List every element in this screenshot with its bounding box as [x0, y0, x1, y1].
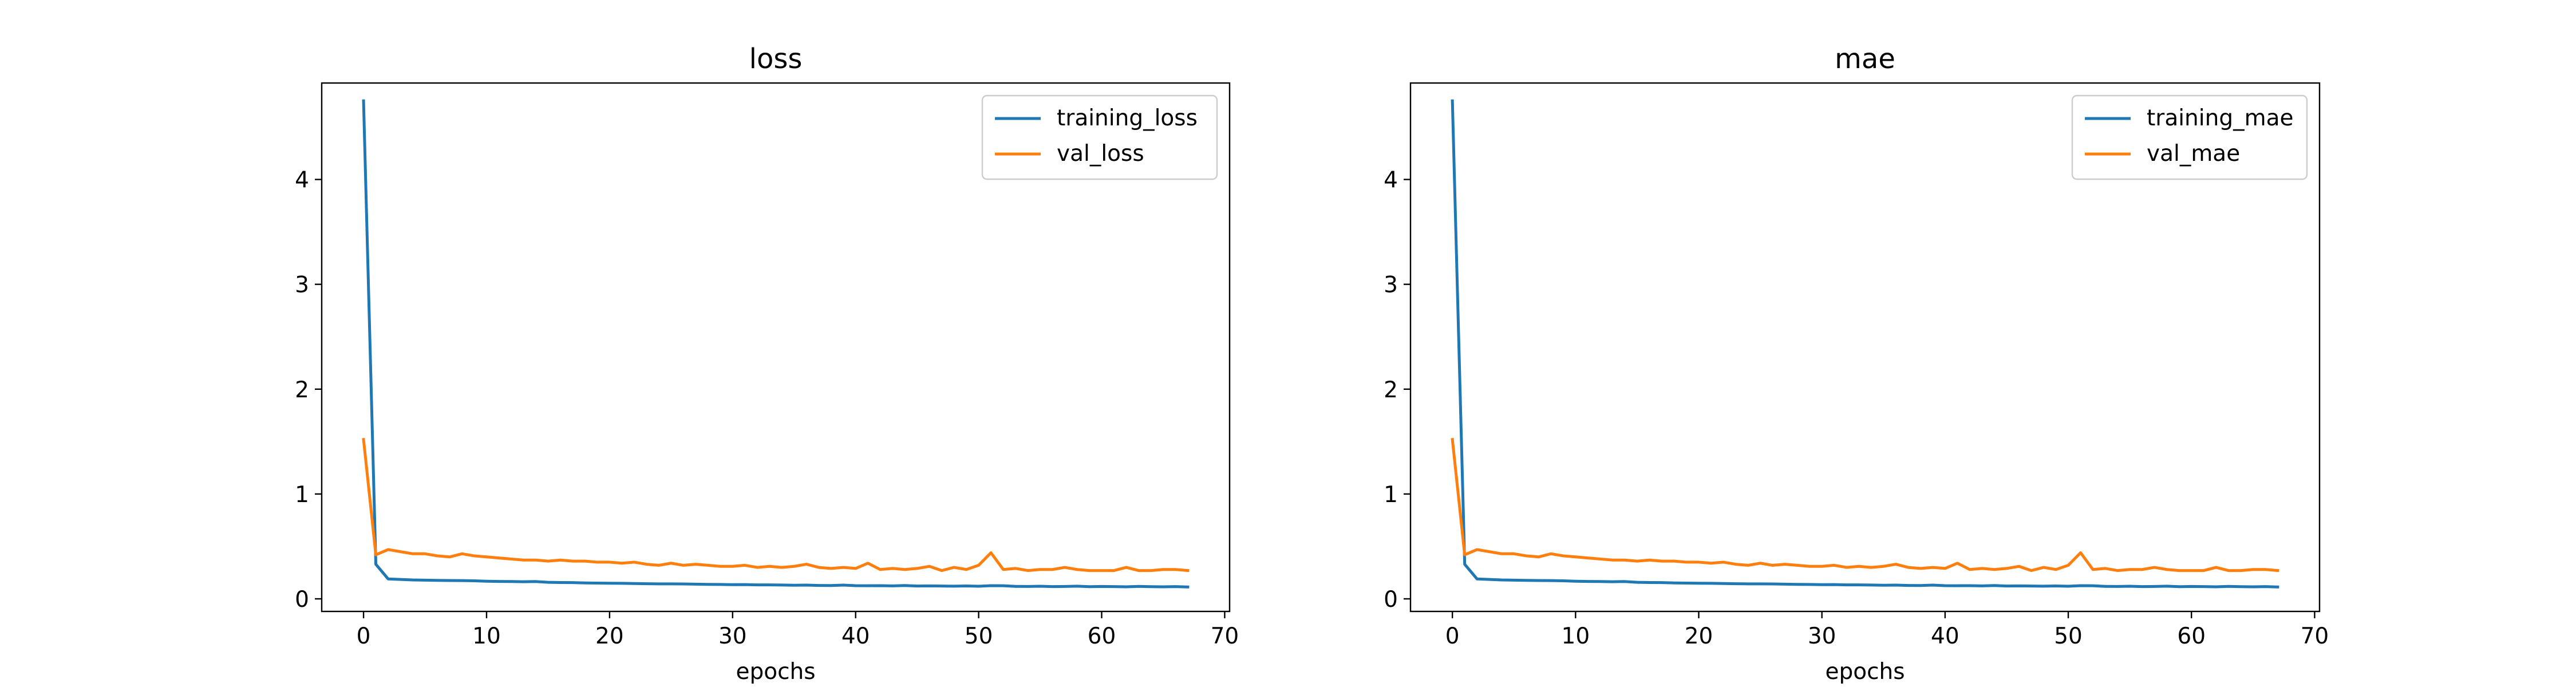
legend-box [981, 94, 1218, 180]
x-tick-label: 30 [718, 623, 747, 649]
y-tick-label: 3 [295, 273, 309, 298]
y-tick-label: 4 [1384, 167, 1398, 193]
series-line-val-mae [1451, 437, 2279, 572]
x-tick-label: 0 [1445, 623, 1460, 649]
x-tick-label: 0 [357, 623, 371, 649]
legend-label-training-loss: training_loss [1057, 105, 1198, 131]
y-tick-label: 2 [295, 377, 309, 403]
legend-label-val-mae: val_mae [2147, 141, 2240, 167]
y-tick-label: 2 [1384, 377, 1398, 403]
legend: training_mae val_mae [2071, 94, 2308, 180]
series-line-val-loss [362, 437, 1190, 572]
legend-label-val-loss: val_loss [1057, 141, 1144, 167]
y-tick-label: 4 [295, 167, 309, 193]
y-tick-label: 0 [295, 587, 309, 613]
x-tick-label: 50 [965, 623, 993, 649]
x-tick-label: 10 [472, 623, 501, 649]
legend: training_loss val_loss [981, 94, 1218, 180]
x-tick-label: 40 [1931, 623, 1959, 649]
plot-frame [321, 82, 1231, 613]
mae-chart: mae 0 10 20 30 40 50 60 70 0 1 2 3 4 epochs training_ma… [1384, 43, 2329, 685]
x-tick-label: 40 [841, 623, 870, 649]
x-tick-label: 70 [1211, 623, 1239, 649]
y-tick-label: 1 [295, 482, 309, 508]
x-tick-label: 50 [2054, 623, 2083, 649]
legend-label-training-mae: training_mae [2147, 105, 2293, 131]
y-tick-label: 3 [1384, 273, 1398, 298]
x-tick-label: 70 [2301, 623, 2329, 649]
legend-box [2071, 94, 2308, 180]
series-line-training-mae [1451, 99, 2279, 589]
x-tick-label: 20 [1685, 623, 1713, 649]
x-tick-label: 10 [1562, 623, 1590, 649]
x-tick-label: 20 [595, 623, 624, 649]
x-axis-label: epochs [736, 659, 815, 685]
x-tick-label: 60 [1088, 623, 1116, 649]
plot-frame [1409, 82, 2321, 613]
chart-title: loss [749, 43, 803, 75]
chart-title: mae [1835, 43, 1895, 75]
x-tick-label: 30 [1808, 623, 1836, 649]
x-tick-label: 60 [2177, 623, 2206, 649]
y-tick-label: 0 [1384, 587, 1398, 613]
loss-chart: loss 0 10 20 30 40 50 60 70 0 1 2 3 4 epochs training_l… [295, 43, 1239, 685]
series-line-training-loss [362, 99, 1190, 589]
y-tick-label: 1 [1384, 482, 1398, 508]
x-axis-label: epochs [1825, 659, 1905, 685]
